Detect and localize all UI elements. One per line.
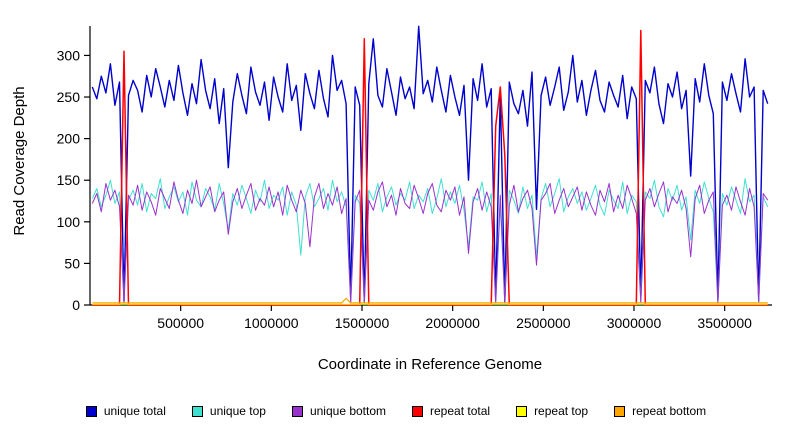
legend-item-unique-bottom: unique bottom xyxy=(291,404,387,418)
legend-label-unique-total: unique total xyxy=(103,404,166,418)
y-tick-label: 50 xyxy=(64,255,80,271)
legend-label-unique-top: unique top xyxy=(209,404,266,418)
series-repeat-bottom xyxy=(92,297,768,304)
y-tick-label: 200 xyxy=(57,131,81,147)
legend-label-repeat-bottom: repeat bottom xyxy=(632,404,707,418)
series-unique-top xyxy=(91,178,769,304)
y-tick-label: 250 xyxy=(57,89,81,105)
series-unique-total xyxy=(91,25,769,304)
legend-item-repeat-top: repeat top xyxy=(516,404,588,418)
legend-swatch-unique-top xyxy=(191,405,203,417)
x-tick-label: 2000000 xyxy=(425,315,480,331)
y-tick-label: 100 xyxy=(57,214,81,230)
y-axis-label: Read Coverage Depth xyxy=(11,86,28,236)
legend-label-repeat-top: repeat top xyxy=(534,404,589,418)
legend-item-unique-top: unique top xyxy=(191,404,266,418)
x-tick-label: 3000000 xyxy=(607,315,662,331)
x-tick-label: 500000 xyxy=(157,315,204,331)
legend-swatch-unique-bottom xyxy=(291,405,303,417)
legend-swatch-repeat-top xyxy=(516,405,528,417)
x-tick-label: 1500000 xyxy=(335,315,390,331)
x-tick-label: 1000000 xyxy=(244,315,299,331)
y-tick-label: 0 xyxy=(72,297,80,313)
legend-item-repeat-bottom: repeat bottom xyxy=(614,404,706,418)
x-axis-label: Coordinate in Reference Genome xyxy=(317,356,543,373)
x-tick-label: 2500000 xyxy=(516,315,571,331)
legend-label-unique-bottom: unique bottom xyxy=(309,404,387,418)
legend-item-repeat-total: repeat total xyxy=(412,404,490,418)
legend-label-repeat-total: repeat total xyxy=(430,404,491,418)
series-unique-bottom xyxy=(91,179,769,304)
legend-swatch-unique-total xyxy=(85,405,97,417)
y-tick-label: 150 xyxy=(57,172,81,188)
y-tick-label: 300 xyxy=(57,47,81,63)
legend-swatch-repeat-bottom xyxy=(614,405,626,417)
legend: unique total unique top unique bottom re… xyxy=(0,404,792,418)
legend-swatch-repeat-total xyxy=(412,405,424,417)
x-tick-label: 3500000 xyxy=(697,315,752,331)
series-repeat-total xyxy=(92,29,768,306)
legend-item-unique-total: unique total xyxy=(85,404,166,418)
